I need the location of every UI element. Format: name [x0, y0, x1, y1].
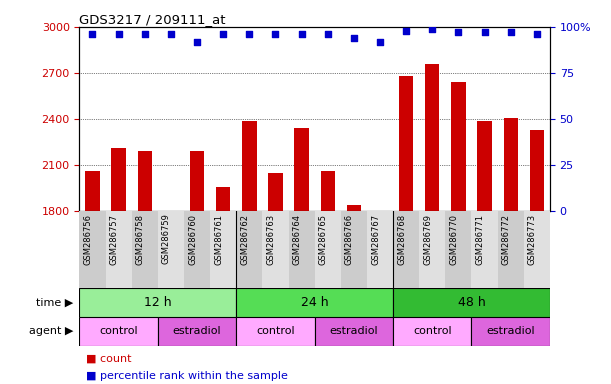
Bar — [452, 82, 466, 211]
Text: GSM286765: GSM286765 — [319, 214, 327, 265]
Bar — [472, 317, 550, 346]
Text: control: control — [100, 326, 138, 336]
Point — [218, 31, 228, 37]
Bar — [236, 211, 262, 288]
Point — [323, 31, 332, 37]
Text: GSM286769: GSM286769 — [423, 214, 433, 265]
Text: GSM286767: GSM286767 — [371, 214, 380, 265]
Bar — [158, 211, 184, 288]
Bar — [425, 64, 439, 211]
Point — [271, 31, 280, 37]
Text: GSM286773: GSM286773 — [528, 214, 537, 265]
Text: GSM286761: GSM286761 — [214, 214, 223, 265]
Text: control: control — [256, 326, 295, 336]
Point — [192, 38, 202, 45]
Text: GDS3217 / 209111_at: GDS3217 / 209111_at — [79, 13, 226, 26]
Point — [375, 38, 385, 45]
Bar — [315, 211, 341, 288]
Bar — [497, 211, 524, 288]
Bar — [236, 288, 393, 317]
Text: GSM286768: GSM286768 — [397, 214, 406, 265]
Text: estradiol: estradiol — [486, 326, 535, 336]
Point — [140, 31, 150, 37]
Text: GSM286757: GSM286757 — [109, 214, 119, 265]
Bar — [158, 317, 236, 346]
Point — [114, 31, 123, 37]
Bar — [472, 211, 497, 288]
Point — [453, 29, 463, 35]
Bar — [367, 211, 393, 288]
Bar — [295, 128, 309, 211]
Bar — [393, 317, 472, 346]
Bar — [132, 211, 158, 288]
Bar — [268, 173, 283, 211]
Text: GSM286756: GSM286756 — [84, 214, 92, 265]
Bar — [236, 317, 315, 346]
Bar — [164, 211, 178, 213]
Text: control: control — [413, 326, 452, 336]
Text: GSM286763: GSM286763 — [266, 214, 276, 265]
Bar — [184, 211, 210, 288]
Text: GSM286770: GSM286770 — [450, 214, 458, 265]
Bar — [393, 211, 419, 288]
Text: GSM286762: GSM286762 — [240, 214, 249, 265]
Text: ■ count: ■ count — [86, 353, 131, 363]
Text: agent ▶: agent ▶ — [29, 326, 73, 336]
Text: time ▶: time ▶ — [36, 297, 73, 308]
Bar — [79, 288, 236, 317]
Text: 12 h: 12 h — [144, 296, 172, 309]
Text: GSM286771: GSM286771 — [475, 214, 485, 265]
Bar — [262, 211, 288, 288]
Point — [244, 31, 254, 37]
Bar — [530, 130, 544, 211]
Text: GSM286764: GSM286764 — [293, 214, 302, 265]
Text: estradiol: estradiol — [173, 326, 221, 336]
Bar — [445, 211, 472, 288]
Bar — [288, 211, 315, 288]
Point — [87, 31, 97, 37]
Bar — [346, 205, 361, 211]
Bar — [321, 171, 335, 211]
Point — [480, 29, 489, 35]
Text: GSM286758: GSM286758 — [136, 214, 145, 265]
Bar — [393, 288, 550, 317]
Point — [401, 28, 411, 34]
Text: 24 h: 24 h — [301, 296, 329, 309]
Bar — [341, 211, 367, 288]
Point — [506, 29, 516, 35]
Bar — [190, 151, 204, 211]
Text: ■ percentile rank within the sample: ■ percentile rank within the sample — [86, 371, 287, 381]
Bar — [419, 211, 445, 288]
Point — [297, 31, 307, 37]
Text: estradiol: estradiol — [329, 326, 378, 336]
Bar — [477, 121, 492, 211]
Bar — [106, 211, 132, 288]
Bar — [216, 187, 230, 211]
Bar — [111, 148, 126, 211]
Bar — [86, 171, 100, 211]
Bar — [524, 211, 550, 288]
Point — [532, 31, 542, 37]
Bar — [79, 317, 158, 346]
Bar — [315, 317, 393, 346]
Point — [349, 35, 359, 41]
Text: GSM286766: GSM286766 — [345, 214, 354, 265]
Text: GSM286760: GSM286760 — [188, 214, 197, 265]
Bar — [137, 151, 152, 211]
Bar — [210, 211, 236, 288]
Point — [166, 31, 176, 37]
Bar — [242, 121, 257, 211]
Bar — [399, 76, 413, 211]
Text: 48 h: 48 h — [458, 296, 485, 309]
Bar — [79, 211, 106, 288]
Text: GSM286772: GSM286772 — [502, 214, 511, 265]
Text: GSM286759: GSM286759 — [162, 214, 171, 264]
Point — [428, 26, 437, 32]
Bar — [503, 118, 518, 211]
